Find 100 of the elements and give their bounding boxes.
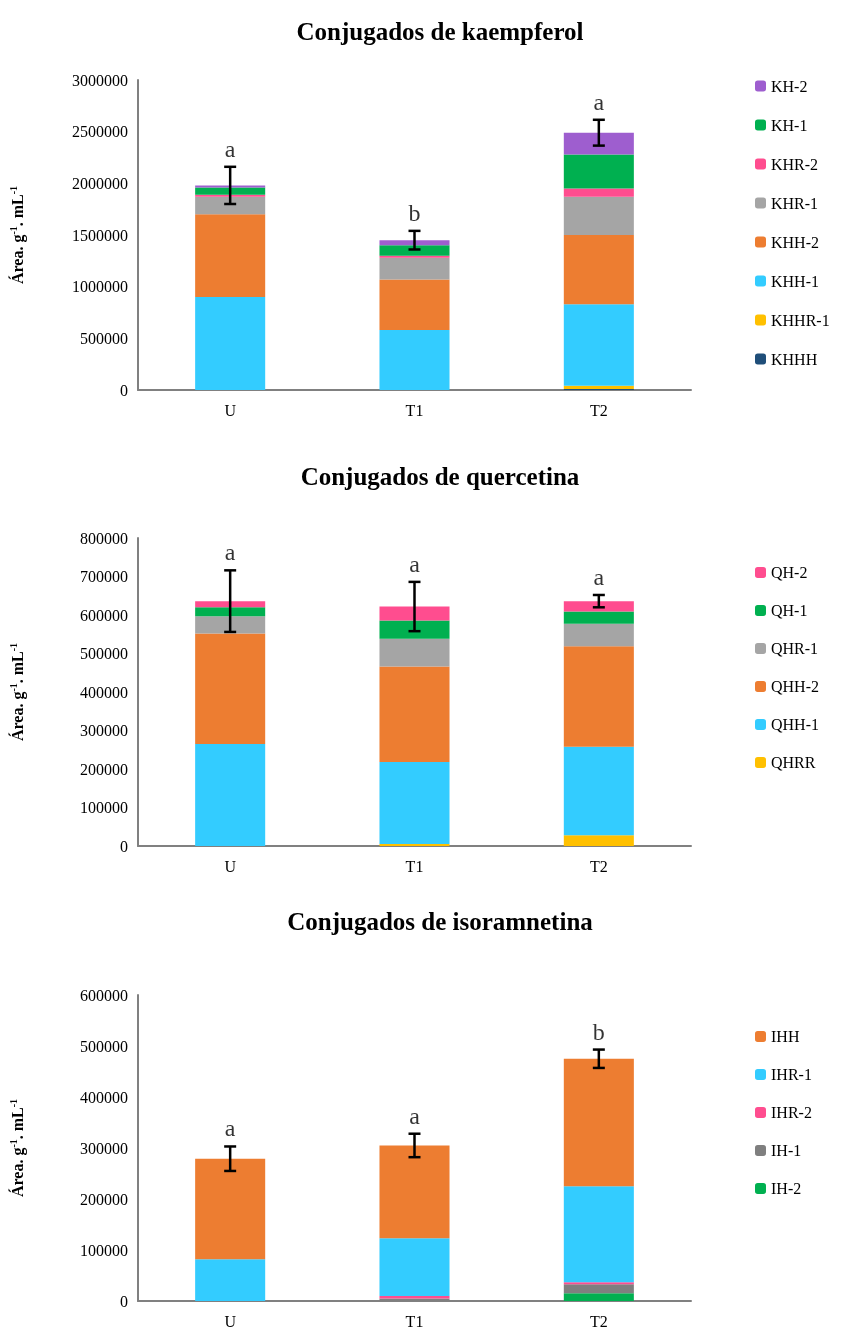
legend-label: QHH-1 xyxy=(771,716,819,733)
bar xyxy=(195,601,266,608)
bar xyxy=(563,746,634,836)
y-tick-label: 100000 xyxy=(80,1241,128,1259)
annotation: a xyxy=(409,550,421,577)
bar xyxy=(379,606,450,621)
annotation: b xyxy=(592,1018,605,1045)
y-tick-label: 0 xyxy=(120,837,128,855)
y-tick-label: 800000 xyxy=(80,529,128,547)
y-tick-label: 400000 xyxy=(80,683,128,701)
bar xyxy=(379,1238,450,1296)
bar xyxy=(379,638,450,667)
bar xyxy=(563,235,634,305)
annotation: a xyxy=(593,563,605,590)
bar xyxy=(379,257,450,280)
bar xyxy=(195,1259,266,1301)
legend-label: QHH-2 xyxy=(771,678,819,695)
legend-label: QHR-1 xyxy=(771,640,819,657)
y-axis-title: Área. g-1. mL-1 xyxy=(7,1098,27,1198)
y-tick-label: 100000 xyxy=(80,799,128,816)
bar xyxy=(195,607,266,617)
y-axis-title: Área. g-1. mL-1 xyxy=(7,642,27,742)
chart-title: Conjugados de quercetina xyxy=(300,463,580,490)
y-tick-label: 400000 xyxy=(80,1088,128,1106)
bar xyxy=(195,616,266,634)
x-tick-label: T1 xyxy=(405,857,424,875)
bar xyxy=(195,633,266,744)
y-tick-label: 0 xyxy=(120,381,128,399)
bar xyxy=(379,620,450,639)
legend-label: KHHH xyxy=(771,350,818,368)
x-tick-label: T1 xyxy=(405,1312,424,1330)
y-tick-label: 700000 xyxy=(80,568,128,585)
bar xyxy=(379,255,450,258)
bar xyxy=(379,240,450,246)
x-tick-label: T2 xyxy=(589,1312,608,1330)
annotation: a xyxy=(224,539,236,566)
bar xyxy=(563,1058,634,1187)
bar xyxy=(195,196,266,215)
bar xyxy=(563,1293,634,1301)
y-tick-label: 600000 xyxy=(80,986,128,1004)
x-tick-label: T1 xyxy=(405,401,424,419)
x-tick-label: U xyxy=(224,401,237,419)
annotation: a xyxy=(593,88,605,115)
legend-label: QH-2 xyxy=(771,564,808,581)
bar xyxy=(563,1186,634,1283)
bar xyxy=(563,132,634,155)
bar xyxy=(195,743,266,846)
bar xyxy=(195,187,266,195)
bar xyxy=(563,623,634,647)
legend-label: IHH xyxy=(771,1028,800,1045)
y-tick-label: 1000000 xyxy=(72,278,128,296)
bar xyxy=(563,611,634,624)
legend-label: KHHR-1 xyxy=(771,311,830,329)
bar xyxy=(195,214,266,297)
legend-label: KHR-1 xyxy=(771,194,819,212)
bar xyxy=(379,330,450,390)
bar xyxy=(563,154,634,189)
bar xyxy=(379,762,450,845)
annotation: a xyxy=(224,1115,236,1142)
legend-label: KH-1 xyxy=(771,116,808,134)
chart-title: Conjugados de isoramnetina xyxy=(287,908,594,935)
y-tick-label: 500000 xyxy=(80,645,128,662)
bar xyxy=(379,666,450,763)
y-tick-label: 2500000 xyxy=(72,123,128,141)
bar xyxy=(379,1145,450,1239)
annotation: b xyxy=(408,199,421,226)
legend-label: QHRR xyxy=(771,754,816,771)
y-tick-label: 2000000 xyxy=(72,174,128,192)
bar xyxy=(379,245,450,256)
chart-title: Conjugados de kaempferol xyxy=(296,18,584,45)
y-tick-label: 200000 xyxy=(80,1190,128,1208)
legend-label: IH-1 xyxy=(771,1142,802,1159)
legend-label: IH-2 xyxy=(771,1180,802,1197)
legend-label: KHR-2 xyxy=(771,155,819,173)
bar xyxy=(563,1282,634,1285)
y-tick-label: 1500000 xyxy=(72,226,128,244)
legend-label: QH-1 xyxy=(771,602,808,619)
x-tick-label: T2 xyxy=(589,857,608,875)
bar xyxy=(563,304,634,386)
bar xyxy=(195,1158,266,1260)
legend-label: KH-2 xyxy=(771,77,808,95)
legend-label: KHH-2 xyxy=(771,233,819,251)
bar xyxy=(195,194,266,197)
legend-label: KHH-1 xyxy=(771,272,819,290)
y-tick-label: 200000 xyxy=(80,760,128,778)
y-tick-label: 300000 xyxy=(80,722,128,739)
y-tick-label: 500000 xyxy=(80,1037,128,1055)
x-tick-label: U xyxy=(224,1312,237,1330)
bar xyxy=(563,196,634,235)
y-tick-label: 300000 xyxy=(80,1139,128,1157)
x-tick-label: U xyxy=(224,857,237,875)
x-tick-label: T2 xyxy=(589,401,608,419)
y-tick-label: 0 xyxy=(120,1292,128,1310)
y-tick-label: 3000000 xyxy=(72,71,128,89)
bar xyxy=(563,601,634,612)
bar xyxy=(563,835,634,846)
y-tick-label: 500000 xyxy=(80,329,128,347)
annotation: a xyxy=(409,1102,421,1129)
y-axis-title: Área. g-1. mL-1 xyxy=(7,185,27,285)
annotation: a xyxy=(224,135,236,162)
